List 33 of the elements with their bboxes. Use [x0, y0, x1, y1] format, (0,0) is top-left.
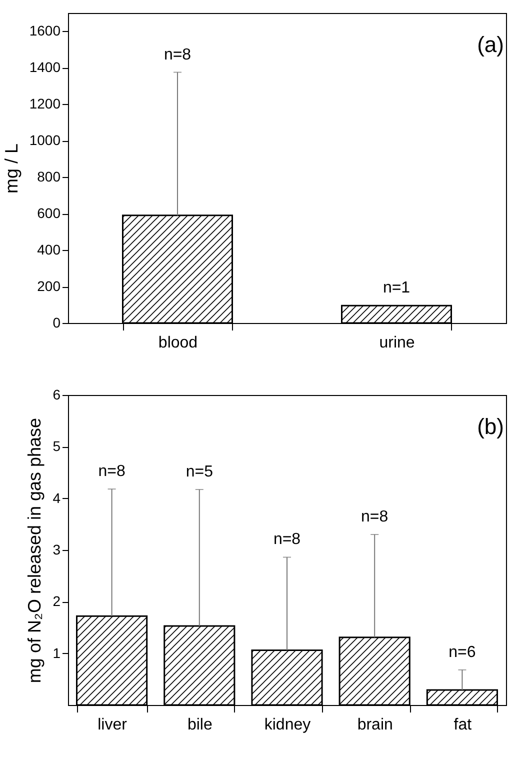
y-tick-label: 1400 — [29, 59, 61, 76]
annotation: n=8 — [361, 508, 388, 526]
y-tick-label: 400 — [37, 242, 61, 258]
x-tick-label: fat — [454, 716, 472, 734]
annotation: n=8 — [164, 46, 192, 64]
y-tick-label: 4 — [52, 490, 61, 506]
y-tick-label: 1200 — [29, 96, 61, 112]
annotation: n=5 — [186, 464, 214, 481]
y-tick-label: 6 — [52, 386, 61, 402]
y-tick-label: 2 — [52, 593, 61, 610]
annotation: n=8 — [273, 531, 301, 548]
x-tick-label: brain — [357, 716, 393, 734]
y-tick-label: 1600 — [29, 22, 61, 39]
y-tick-label: 600 — [37, 205, 61, 222]
annotation: n=1 — [382, 280, 410, 297]
y-tick-label: 5 — [52, 438, 61, 454]
x-tick-label: urine — [379, 334, 415, 352]
x-tick-label: kidney — [264, 716, 311, 734]
y-tick-label: 1000 — [29, 132, 61, 148]
y-tick-label: 1 — [52, 644, 61, 661]
x-tick-label: bile — [187, 716, 212, 734]
y-axis-title: mg / L — [1, 143, 22, 194]
annotation: n=8 — [98, 463, 126, 480]
y-axis-title: mg of N₂O released in gas phase — [24, 418, 45, 684]
x-tick-label: blood — [158, 334, 198, 352]
x-tick-label: liver — [98, 716, 128, 734]
y-tick-label: 200 — [37, 278, 61, 294]
annotation: (a) — [477, 32, 504, 57]
y-tick-label: 3 — [52, 542, 61, 558]
annotation: (b) — [477, 414, 504, 439]
y-tick-label: 0 — [52, 314, 61, 330]
y-tick-label: 800 — [37, 168, 61, 185]
annotation: n=6 — [448, 644, 476, 661]
